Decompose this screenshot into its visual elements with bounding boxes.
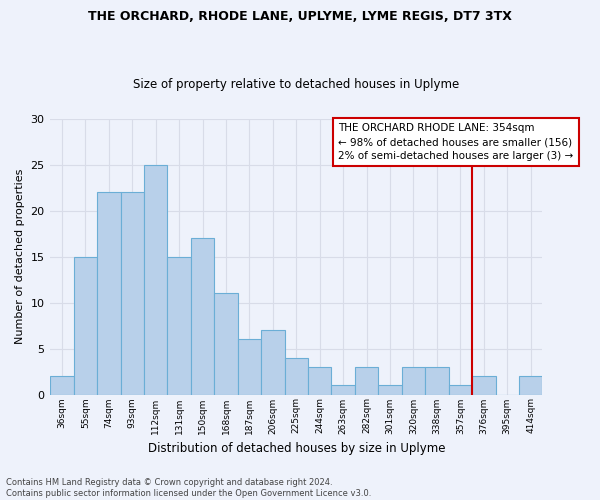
Bar xyxy=(121,192,144,394)
Text: THE ORCHARD RHODE LANE: 354sqm
← 98% of detached houses are smaller (156)
2% of : THE ORCHARD RHODE LANE: 354sqm ← 98% of … xyxy=(338,123,574,161)
Bar xyxy=(379,386,402,394)
Bar xyxy=(449,386,472,394)
Bar xyxy=(355,367,379,394)
Bar xyxy=(144,164,167,394)
X-axis label: Distribution of detached houses by size in Uplyme: Distribution of detached houses by size … xyxy=(148,442,445,455)
Bar xyxy=(519,376,542,394)
Bar xyxy=(284,358,308,395)
Y-axis label: Number of detached properties: Number of detached properties xyxy=(15,169,25,344)
Bar xyxy=(238,340,261,394)
Bar xyxy=(261,330,284,394)
Bar xyxy=(472,376,496,394)
Bar xyxy=(167,256,191,394)
Bar xyxy=(97,192,121,394)
Title: Size of property relative to detached houses in Uplyme: Size of property relative to detached ho… xyxy=(133,78,460,91)
Bar xyxy=(50,376,74,394)
Bar xyxy=(331,386,355,394)
Text: THE ORCHARD, RHODE LANE, UPLYME, LYME REGIS, DT7 3TX: THE ORCHARD, RHODE LANE, UPLYME, LYME RE… xyxy=(88,10,512,23)
Text: Contains HM Land Registry data © Crown copyright and database right 2024.
Contai: Contains HM Land Registry data © Crown c… xyxy=(6,478,371,498)
Bar xyxy=(425,367,449,394)
Bar xyxy=(74,256,97,394)
Bar xyxy=(308,367,331,394)
Bar xyxy=(191,238,214,394)
Bar xyxy=(214,294,238,394)
Bar xyxy=(402,367,425,394)
